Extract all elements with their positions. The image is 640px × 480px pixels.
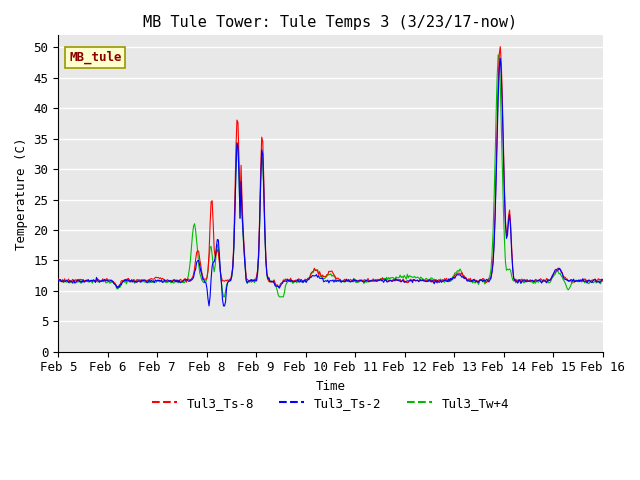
Text: MB_tule: MB_tule bbox=[69, 51, 122, 64]
Legend: Tul3_Ts-8, Tul3_Ts-2, Tul3_Tw+4: Tul3_Ts-8, Tul3_Ts-2, Tul3_Tw+4 bbox=[147, 392, 514, 415]
Title: MB Tule Tower: Tule Temps 3 (3/23/17-now): MB Tule Tower: Tule Temps 3 (3/23/17-now… bbox=[143, 15, 518, 30]
Y-axis label: Temperature (C): Temperature (C) bbox=[15, 137, 28, 250]
X-axis label: Time: Time bbox=[316, 380, 346, 393]
